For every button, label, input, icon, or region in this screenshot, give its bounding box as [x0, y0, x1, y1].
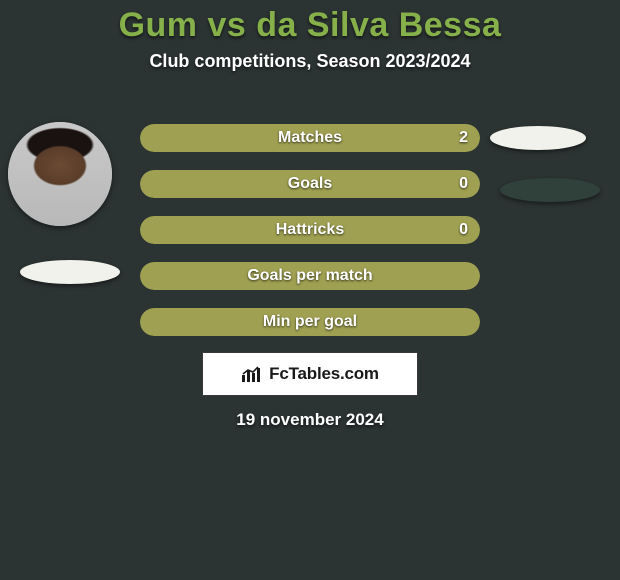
stat-bar: Hattricks0	[140, 216, 480, 244]
decorative-ellipse	[20, 260, 120, 284]
brand-box: FcTables.com	[202, 352, 418, 396]
avatar-placeholder-face	[8, 122, 112, 226]
page-title: Gum vs da Silva Bessa	[0, 6, 620, 45]
stat-bar-value: 0	[459, 216, 468, 244]
stat-bar-label: Min per goal	[140, 308, 480, 336]
stat-bar: Matches2	[140, 124, 480, 152]
stat-bar: Goals0	[140, 170, 480, 198]
stat-bar: Min per goal	[140, 308, 480, 336]
stat-bar-label: Matches	[140, 124, 480, 152]
chart-bars-icon	[241, 365, 263, 383]
stat-bar-label: Hattricks	[140, 216, 480, 244]
page-subtitle: Club competitions, Season 2023/2024	[0, 51, 620, 72]
stat-bar: Goals per match	[140, 262, 480, 290]
stat-bar-value: 2	[459, 124, 468, 152]
decorative-ellipse	[490, 126, 586, 150]
date-label: 19 november 2024	[0, 410, 620, 430]
decorative-ellipse	[500, 178, 600, 202]
stat-bar-value: 0	[459, 170, 468, 198]
brand-text: FcTables.com	[269, 364, 379, 384]
player-avatar-left	[8, 122, 112, 226]
stat-bar-label: Goals	[140, 170, 480, 198]
stats-bars: Matches2Goals0Hattricks0Goals per matchM…	[140, 124, 480, 354]
stat-bar-label: Goals per match	[140, 262, 480, 290]
